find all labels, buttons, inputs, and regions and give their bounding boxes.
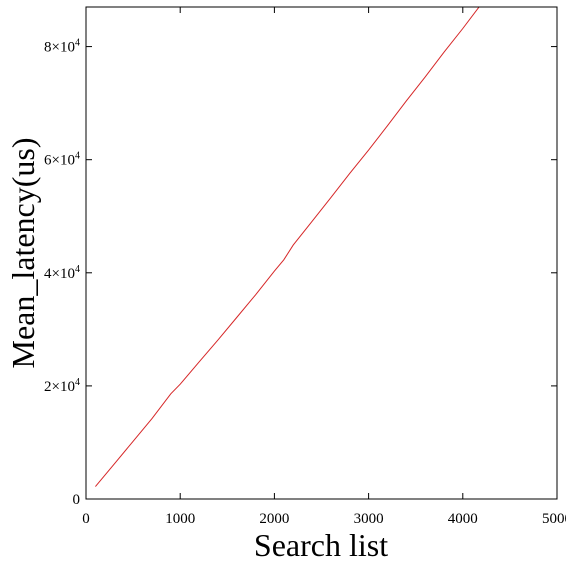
y-tick-label: 0	[73, 492, 81, 508]
x-tick-label: 1000	[165, 511, 195, 527]
x-tick-label: 0	[82, 511, 90, 527]
x-tick-label: 4000	[448, 511, 478, 527]
y-tick-label: 8×104	[44, 38, 80, 56]
y-axis: 0 2×104 4×104 6×104 8×104	[44, 38, 557, 508]
x-tick-label: 3000	[354, 511, 384, 527]
plot-frame	[85, 6, 558, 500]
y-axis-title: Mean_latency(us)	[5, 137, 41, 368]
x-tick-label: 2000	[259, 511, 289, 527]
series-layer	[95, 7, 480, 487]
y-tick-label: 6×104	[44, 151, 80, 169]
x-axis-title: Search list	[254, 527, 388, 563]
y-tick-label: 2×104	[44, 377, 80, 395]
y-tick-label: 4×104	[44, 264, 80, 282]
series-line	[95, 7, 480, 487]
